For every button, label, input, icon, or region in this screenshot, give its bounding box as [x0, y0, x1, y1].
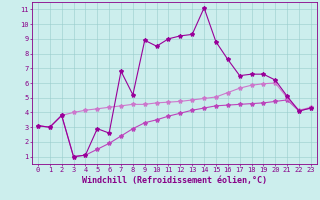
X-axis label: Windchill (Refroidissement éolien,°C): Windchill (Refroidissement éolien,°C)	[82, 176, 267, 185]
